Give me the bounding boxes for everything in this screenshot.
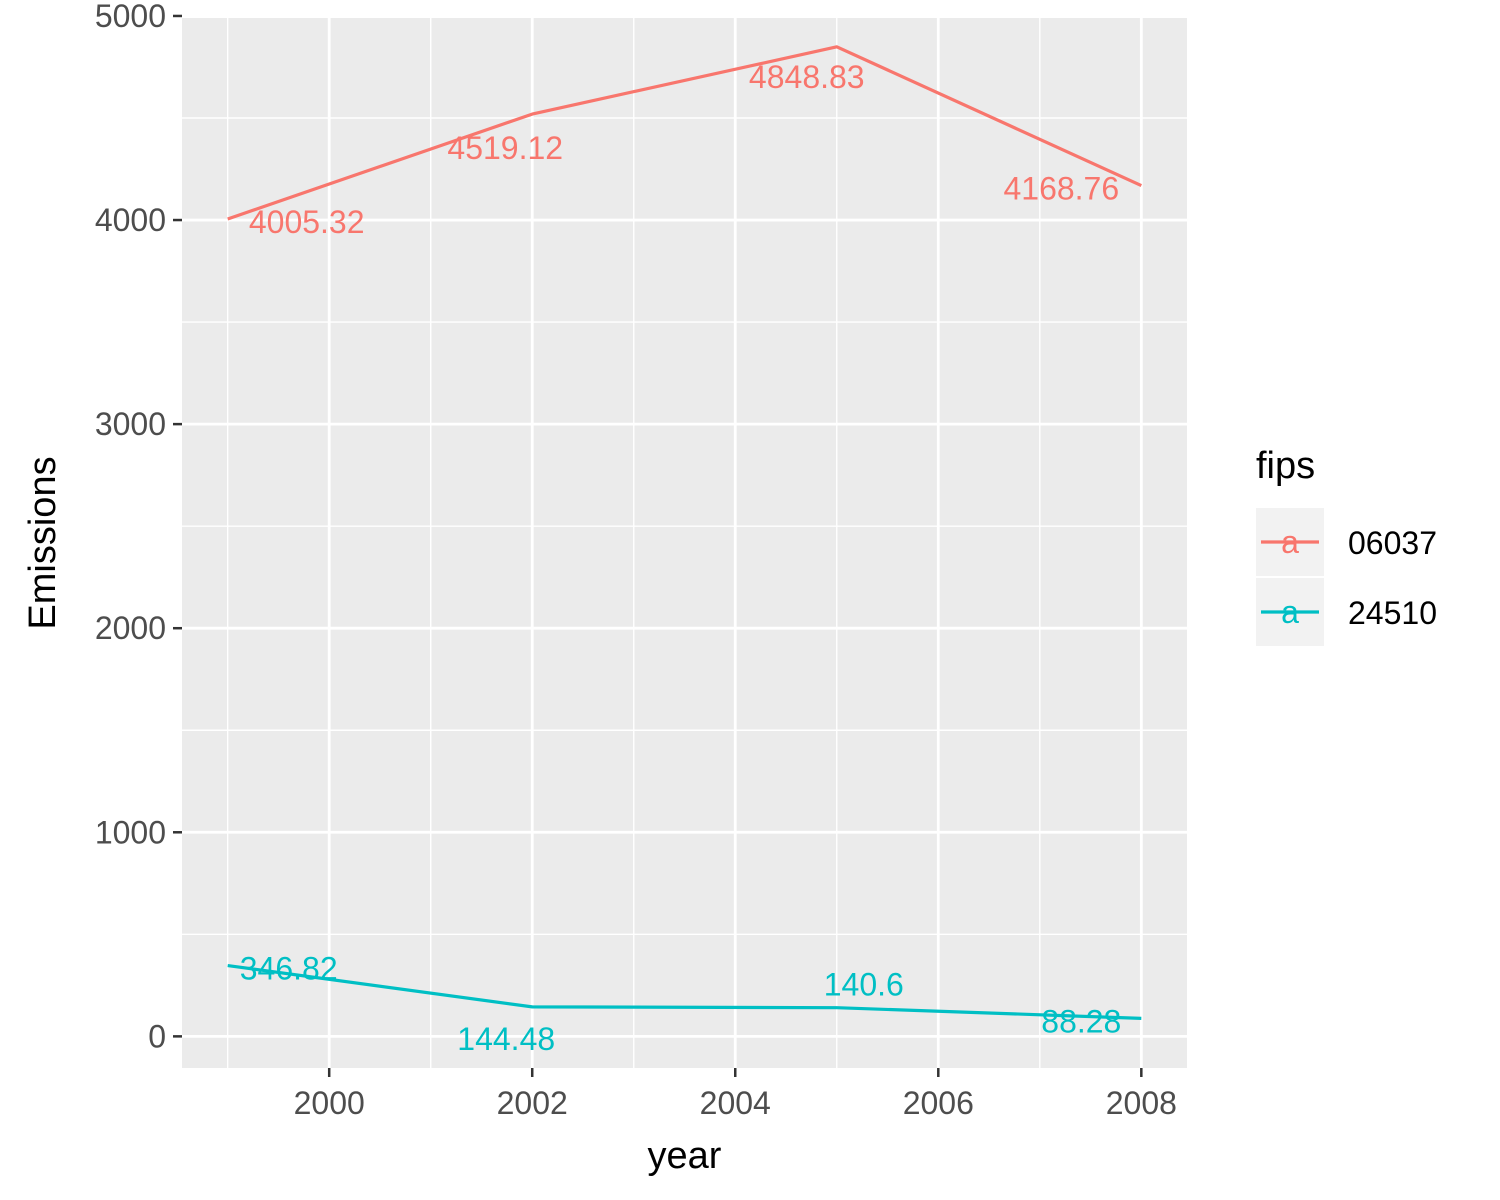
y-tick-label: 2000: [95, 610, 166, 646]
data-label-24510: 346.82: [240, 951, 338, 987]
major-gridlines: [182, 14, 1187, 1068]
plot-panel: [182, 18, 1187, 1068]
legend-label-06037: 06037: [1348, 525, 1437, 561]
x-axis: 2000 2002 2004 2006 2008: [294, 1068, 1177, 1121]
x-tick-label: 2006: [903, 1085, 974, 1121]
data-labels: 4005.32 4519.12 4848.83 4168.76 346.82 144.48…: [240, 59, 1122, 1057]
y-tick-label: 0: [148, 1018, 166, 1054]
data-label-06037: 4168.76: [1003, 171, 1119, 207]
x-tick-label: 2002: [497, 1085, 568, 1121]
y-axis-title: Emissions: [22, 456, 64, 629]
y-tick-label: 4000: [95, 202, 166, 238]
legend-label-24510: 24510: [1348, 595, 1437, 631]
series-lines: [227, 45, 1142, 1020]
legend: fips a 06037 a 24510: [1256, 445, 1437, 646]
legend-key-glyph-24510: a: [1281, 594, 1299, 630]
data-label-24510: 144.48: [457, 1021, 555, 1057]
data-label-06037: 4519.12: [447, 130, 563, 166]
y-axis: 0 1000 2000 3000 4000 5000: [95, 0, 182, 1054]
data-label-06037: 4848.83: [749, 59, 865, 95]
y-tick-label: 3000: [95, 406, 166, 442]
x-tick-label: 2000: [294, 1085, 365, 1121]
x-tick-label: 2008: [1106, 1085, 1177, 1121]
legend-key-glyph-06037: a: [1281, 524, 1299, 560]
series-line-24510: [227, 964, 1142, 1020]
data-label-24510: 140.6: [824, 967, 904, 1003]
minor-gridlines: [182, 18, 1187, 1068]
x-tick-label: 2004: [700, 1085, 771, 1121]
y-tick-label: 5000: [95, 0, 166, 34]
x-axis-title: year: [648, 1135, 722, 1177]
legend-title: fips: [1256, 445, 1315, 487]
data-label-24510: 88.28: [1041, 1003, 1121, 1039]
series-line-06037: [227, 45, 1142, 221]
data-label-06037: 4005.32: [249, 204, 365, 240]
y-tick-label: 1000: [95, 814, 166, 850]
